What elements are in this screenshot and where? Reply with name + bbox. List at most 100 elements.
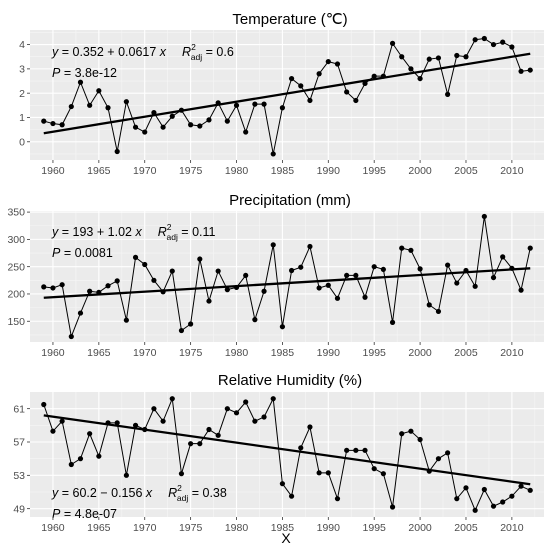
humidity-data-point bbox=[298, 445, 304, 451]
temperature-x-tick-label: 1995 bbox=[363, 165, 387, 177]
temperature-data-point bbox=[380, 73, 386, 79]
precipitation-x-tick-label: 1985 bbox=[271, 347, 295, 359]
humidity-data-point bbox=[518, 483, 524, 489]
temperature-data-point bbox=[353, 97, 359, 104]
temperature-data-point bbox=[132, 124, 139, 130]
precipitation-data-point bbox=[233, 284, 240, 291]
temperature-x-tick-label: 1980 bbox=[225, 165, 249, 177]
temperature-data-point bbox=[316, 71, 322, 77]
precipitation-y-tick-label: 250 bbox=[7, 261, 25, 273]
precipitation-data-point bbox=[445, 262, 451, 268]
humidity-x-tick-label: 1980 bbox=[225, 522, 249, 534]
humidity-data-point bbox=[151, 406, 157, 412]
temperature-y-tick-label: 0 bbox=[19, 136, 25, 148]
temperature-data-point bbox=[243, 129, 249, 135]
precipitation-data-point bbox=[500, 254, 506, 260]
humidity-data-point bbox=[426, 468, 432, 474]
humidity-data-point bbox=[68, 461, 74, 468]
precipitation-x-tick-label: 1965 bbox=[87, 347, 111, 359]
temperature-data-point bbox=[197, 123, 203, 129]
precipitation-data-point bbox=[316, 285, 322, 291]
precipitation-data-point bbox=[481, 213, 487, 220]
humidity-x-tick-label: 2010 bbox=[500, 522, 524, 534]
humidity-y-tick-label: 53 bbox=[13, 470, 25, 482]
humidity-plot: y = 60.2 − 0.156 x R2 adj = 0.38 P = 4.8e-… bbox=[13, 392, 544, 534]
temperature-x-tick-label: 1960 bbox=[41, 165, 65, 177]
temperature-data-point bbox=[233, 102, 240, 108]
temperature-data-point bbox=[426, 56, 432, 62]
precipitation-data-point bbox=[224, 287, 230, 293]
temperature-data-point bbox=[527, 67, 533, 73]
humidity-data-point bbox=[142, 426, 148, 433]
precipitation-data-point bbox=[50, 285, 56, 291]
temperature-data-point bbox=[41, 118, 47, 124]
temperature-data-point bbox=[500, 39, 506, 45]
temperature-x-tick-label: 1965 bbox=[87, 165, 111, 177]
precipitation-data-point bbox=[96, 289, 102, 295]
humidity-data-point bbox=[160, 418, 166, 424]
precipitation-x-tick-label: 1990 bbox=[317, 347, 341, 359]
humidity-data-point bbox=[353, 447, 359, 453]
precipitation-data-point bbox=[188, 321, 194, 327]
precipitation-plot-background bbox=[30, 211, 544, 342]
precipitation-data-point bbox=[334, 295, 341, 301]
precipitation-x-tick-label: 2010 bbox=[500, 347, 524, 359]
humidity-data-point bbox=[215, 432, 221, 438]
humidity-x-tick-label: 1965 bbox=[87, 522, 111, 534]
temperature-plot-background bbox=[30, 30, 544, 160]
humidity-data-point bbox=[96, 453, 102, 459]
precipitation-x-tick-label: 2000 bbox=[408, 347, 432, 359]
temperature-data-point bbox=[96, 88, 102, 94]
temperature-data-point bbox=[288, 75, 295, 82]
humidity-panel: Relative Humidity (%) y = 60.2 − 0.156 x… bbox=[13, 372, 544, 534]
temperature-data-point bbox=[224, 118, 230, 124]
humidity-data-point bbox=[463, 485, 469, 491]
humidity-data-point bbox=[41, 401, 47, 408]
precipitation-data-point bbox=[344, 272, 350, 279]
humidity-x-tick-label: 1960 bbox=[41, 522, 65, 534]
precipitation-data-point bbox=[389, 319, 396, 325]
precipitation-series-line bbox=[43, 216, 531, 339]
temperature-data-point bbox=[123, 99, 129, 105]
humidity-data-point bbox=[178, 471, 185, 477]
precipitation-title: Precipitation (mm) bbox=[229, 192, 351, 209]
temperature-data-point bbox=[518, 68, 524, 74]
precipitation-plot: y = 193 + 1.02 x R2 adj = 0.11 P = 0.0081 … bbox=[7, 207, 544, 359]
temperature-trend-line bbox=[43, 52, 531, 135]
temperature-data-point bbox=[206, 117, 212, 123]
temperature-data-point bbox=[252, 101, 258, 107]
temperature-x-tick-label: 1985 bbox=[271, 165, 295, 177]
temperature-data-point bbox=[408, 66, 414, 72]
precipitation-data-point bbox=[123, 317, 129, 323]
precipitation-y-tick-label: 350 bbox=[7, 207, 25, 219]
temperature-y-tick-label: 3 bbox=[19, 63, 25, 75]
precipitation-data-point bbox=[68, 333, 74, 340]
precipitation-trend-line bbox=[43, 267, 531, 299]
precipitation-data-point bbox=[527, 245, 533, 251]
precipitation-data-point bbox=[509, 265, 515, 271]
humidity-data-point bbox=[132, 422, 139, 428]
precipitation-pvalue: P = 0.0081 bbox=[52, 246, 113, 260]
precipitation-data-point bbox=[105, 283, 111, 289]
temperature-y-tick-label: 1 bbox=[19, 112, 25, 124]
temperature-data-point bbox=[59, 122, 65, 128]
temperature-data-point bbox=[298, 83, 304, 89]
precipitation-x-tick-label: 1995 bbox=[363, 347, 387, 359]
temperature-data-point bbox=[371, 73, 377, 79]
humidity-data-point bbox=[188, 441, 194, 447]
humidity-data-point bbox=[307, 424, 313, 430]
precipitation-data-point bbox=[160, 289, 166, 295]
humidity-data-point bbox=[389, 504, 396, 510]
precipitation-data-point bbox=[490, 274, 497, 281]
precipitation-data-point bbox=[307, 243, 313, 250]
precipitation-data-point bbox=[325, 282, 331, 288]
temperature-data-point bbox=[417, 75, 423, 82]
humidity-data-point bbox=[224, 406, 230, 412]
humidity-data-point bbox=[270, 396, 276, 402]
humidity-data-point bbox=[325, 470, 331, 476]
humidity-x-tick-label: 1970 bbox=[133, 522, 157, 534]
humidity-data-point bbox=[123, 472, 129, 478]
temperature-y-tick-label: 2 bbox=[19, 88, 25, 100]
temperature-data-point bbox=[389, 40, 396, 46]
